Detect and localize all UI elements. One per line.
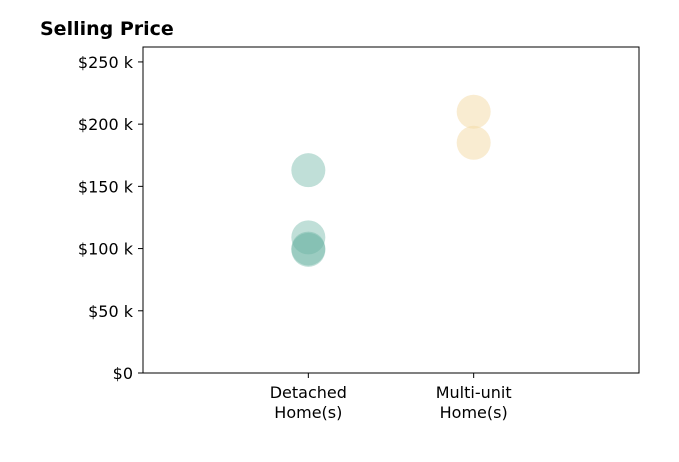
y-axis: $0 $50 k $100 k $150 k $200 k $250 k (78, 53, 143, 383)
plot-area (142, 46, 640, 374)
y-tick-label: $150 k (78, 177, 134, 196)
data-points (291, 94, 491, 267)
data-point (291, 220, 326, 255)
y-tick-label: $250 k (78, 53, 134, 72)
y-tick-label: $0 (113, 364, 133, 383)
x-tick-label: Multi-unit Home(s) (436, 383, 512, 422)
data-point (291, 232, 326, 267)
y-tick-label: $200 k (78, 115, 134, 134)
y-tick-label: $100 k (78, 240, 134, 259)
data-point (291, 231, 326, 266)
data-point (456, 125, 491, 160)
x-axis: Detached Home(s) Multi-unit Home(s) (270, 373, 512, 422)
data-point (291, 153, 326, 188)
x-tick-label: Detached Home(s) (270, 383, 347, 422)
chart-title: Selling Price (40, 18, 174, 40)
y-tick-label: $50 k (88, 302, 134, 321)
data-point (456, 94, 491, 129)
